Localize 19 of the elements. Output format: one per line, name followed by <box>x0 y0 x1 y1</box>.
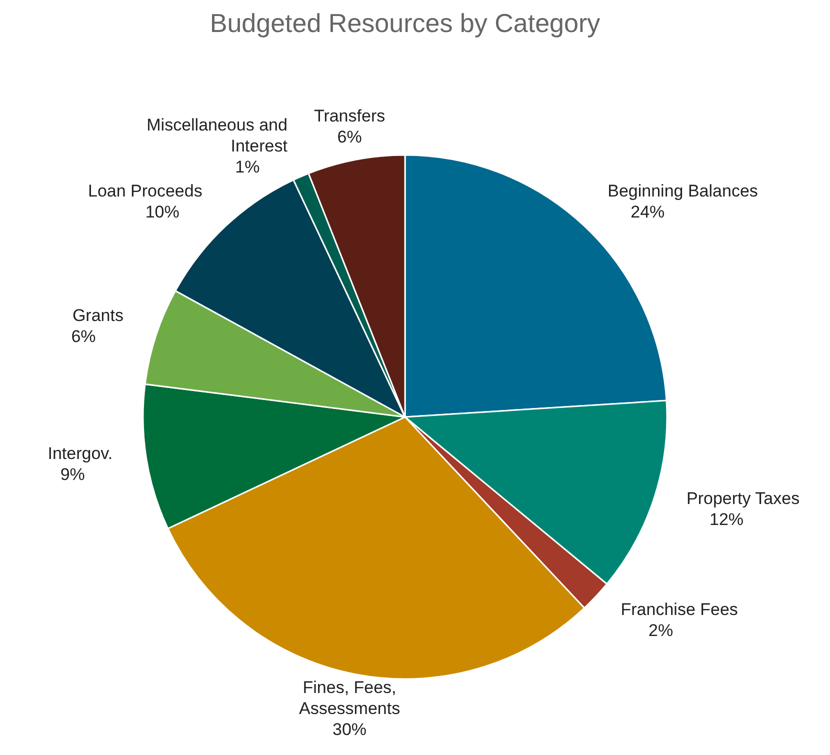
slice-label: Fines, Fees, Assessments <box>298 677 400 718</box>
data-label: 30% <box>332 719 367 738</box>
data-label: 12% <box>709 509 744 528</box>
data-label: 2% <box>648 620 674 640</box>
chart-title: Budgeted Resources by Category <box>208 8 602 40</box>
data-label: 10% <box>145 202 180 222</box>
slice-label: Intergov. <box>48 443 113 462</box>
slice-label: Transfers <box>314 106 386 126</box>
data-label: 6% <box>337 127 362 146</box>
data-label: 1% <box>235 156 260 176</box>
slice-label: Property Taxes <box>686 488 800 508</box>
slice-label: Franchise Fees <box>620 600 738 619</box>
slice-label: Beginning Balances <box>608 181 758 200</box>
data-label: 9% <box>60 464 85 484</box>
data-label: 24% <box>630 202 665 222</box>
data-label: 6% <box>71 326 96 346</box>
slice-label: Grants <box>72 306 124 325</box>
slice-label: Miscellaneous and Interest <box>146 114 288 155</box>
slice-label: Loan Proceeds <box>88 181 202 200</box>
